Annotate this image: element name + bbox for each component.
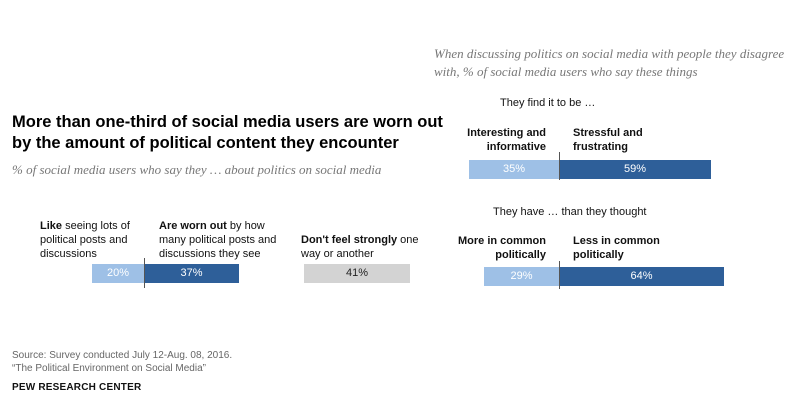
chart-title: More than one-third of social media user… xyxy=(12,113,443,152)
bar-like-seeing: 20% xyxy=(92,264,144,283)
bar-stressful-frustrating: 59% xyxy=(559,160,711,179)
chart2-label-less-common: Less in common politically xyxy=(573,234,663,262)
left-label-worn-out: Are worn out by how many political posts… xyxy=(159,219,284,261)
report-title: “The Political Environment on Social Med… xyxy=(12,363,206,374)
chart1-axis-line xyxy=(559,152,560,180)
bar-worn-out: 37% xyxy=(144,264,239,283)
left-label-worn-out-rest: by how many political posts and discussi… xyxy=(159,220,277,260)
chart1-label-interesting: Interesting and informative xyxy=(446,126,546,154)
chart2-axis-line xyxy=(559,261,560,289)
chart2-heading: They have … than they thought xyxy=(493,206,647,218)
chart-subtitle: % of social media users who say they … a… xyxy=(12,162,382,177)
brand-logo-text: PEW RESEARCH CENTER xyxy=(12,382,142,393)
bar-interesting-informative: 35% xyxy=(469,160,559,179)
chart1-label-stressful: Stressful and frustrating xyxy=(573,126,663,154)
right-panel-title: When discussing politics on social media… xyxy=(434,46,785,79)
chart1-label-interesting-text: Interesting and informative xyxy=(467,127,546,153)
source-note: Source: Survey conducted July 12-Aug. 08… xyxy=(12,350,233,361)
left-label-neutral: Don't feel strongly one way or another xyxy=(301,233,426,261)
left-label-neutral-rest: one way or another xyxy=(301,234,419,260)
left-chart-axis-line xyxy=(144,258,145,288)
chart2-label-less-common-text: Less in common politically xyxy=(573,235,660,261)
bar-dont-feel-strongly: 41% xyxy=(304,264,410,283)
left-label-like: Like seeing lots of political posts and … xyxy=(40,219,138,261)
left-label-worn-out-bold: Are worn out xyxy=(159,220,227,232)
chart1-heading: They find it to be … xyxy=(500,97,596,109)
chart2-label-more-common-text: More in common politically xyxy=(457,235,546,261)
left-label-neutral-bold: Don't feel strongly xyxy=(301,234,398,246)
left-label-like-bold: Like xyxy=(40,220,63,232)
bar-more-in-common: 29% xyxy=(484,267,559,286)
bar-less-in-common: 64% xyxy=(559,267,724,286)
left-label-like-rest: seeing lots of political posts and discu… xyxy=(40,220,130,260)
chart1-label-stressful-text: Stressful and frustrating xyxy=(573,127,643,153)
chart2-label-more-common: More in common politically xyxy=(446,234,546,262)
